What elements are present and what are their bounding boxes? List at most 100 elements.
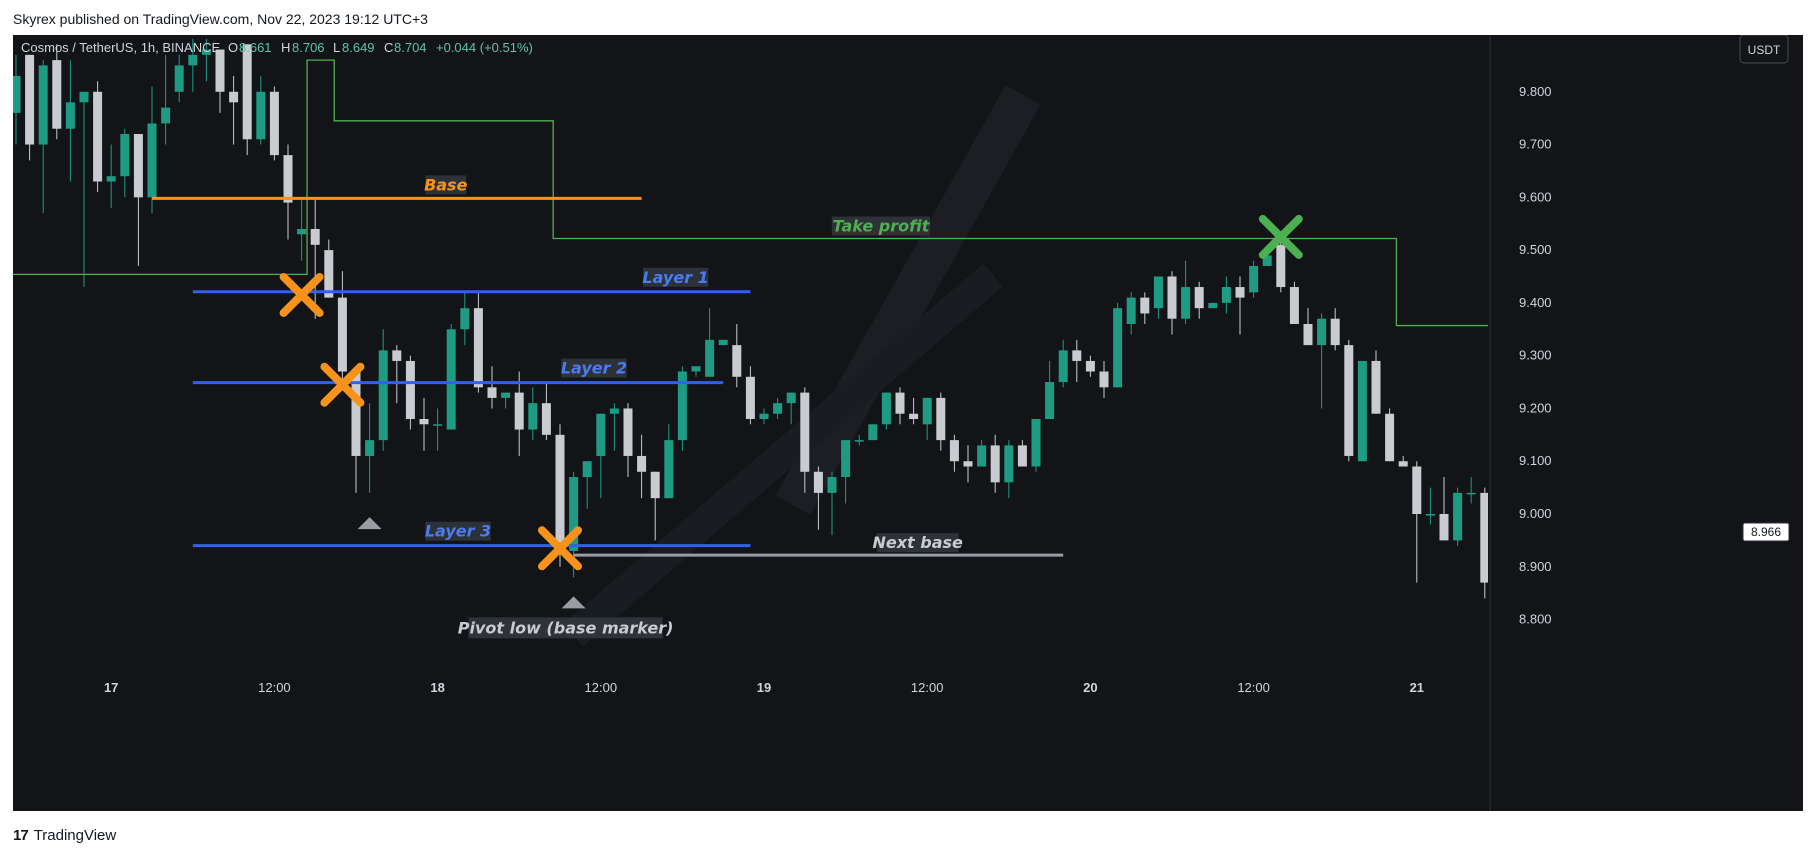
time-tick-label: 12:00 (585, 680, 618, 695)
candle-body (1113, 308, 1123, 388)
candle-body (1167, 276, 1177, 319)
pivot-low-label: Pivot low (base marker) (458, 618, 674, 637)
candle-body (1317, 318, 1327, 346)
legend-symbol: Cosmos / TetherUS, 1h, BINANCE (21, 40, 220, 55)
candle-body (1181, 287, 1191, 319)
candle-body (13, 75, 21, 113)
candle-body (1276, 244, 1286, 288)
candle-body (1099, 371, 1109, 388)
price-tick-label: 9.700 (1519, 137, 1552, 152)
candle-body (460, 308, 470, 330)
candle-body (1439, 514, 1449, 541)
price-tick-label: 8.800 (1519, 612, 1552, 627)
candle-body (324, 250, 334, 298)
footer: 17 TradingView (13, 824, 116, 846)
candle-body (854, 440, 864, 442)
watermark-stroke (563, 263, 1003, 647)
current-price-tag: 8.966 (1742, 522, 1790, 542)
pivot-low-marker-icon (561, 596, 586, 609)
time-axis[interactable]: 17 12:00 18 12:00 19 12:00 20 12:00 21 (13, 680, 1488, 700)
strategy-lines: Base Layer 1 Layer 2 Layer 3 Next base Take p… (13, 59, 1488, 557)
candle-body (1072, 350, 1082, 361)
candle-body (337, 297, 347, 372)
candles (13, 39, 1503, 599)
x-stroke (538, 526, 582, 571)
time-tick-label: 12:00 (911, 680, 944, 695)
candle-body (1385, 413, 1395, 462)
price-tick-label: 9.000 (1519, 506, 1552, 521)
legend-change: +0.044 (+0.51%) (436, 40, 533, 55)
candle-body (1235, 287, 1245, 298)
layer-label-bg (561, 358, 627, 378)
chart-frame[interactable]: Base Layer 1 Layer 2 Layer 3 Next base Take p… (13, 35, 1803, 811)
candle-body (596, 413, 606, 456)
tradingview-logo-icon: 17 (13, 826, 29, 844)
candle-body (1085, 360, 1095, 372)
take-profit-label: Take profit (833, 217, 931, 236)
candle-body (637, 455, 647, 472)
price-axis[interactable]: 9.800 9.700 9.600 9.500 9.400 9.300 9.200 9.100… (1489, 35, 1552, 811)
candle-body (433, 424, 443, 426)
candle-body (732, 345, 742, 377)
candle-body (677, 371, 687, 441)
candle-body (297, 229, 307, 235)
candle-body (1004, 445, 1014, 483)
take-profit-line (13, 59, 1488, 327)
candle-body (473, 308, 483, 388)
price-tick-label: 9.800 (1519, 84, 1552, 99)
candle-body (392, 350, 402, 361)
candle-body (405, 360, 415, 419)
currency-button-label: USDT (1748, 43, 1781, 57)
candle-body (868, 424, 878, 441)
candle-body (977, 445, 987, 467)
candle-body (106, 176, 116, 182)
price-tick-label: 9.300 (1519, 348, 1552, 363)
candle-body (1453, 492, 1463, 541)
candle-body (1045, 382, 1055, 419)
candle-body (188, 54, 198, 66)
candle-body (1330, 318, 1340, 346)
price-tick-label: 8.900 (1519, 559, 1552, 574)
candle-body (1221, 287, 1231, 303)
candle-body (827, 477, 837, 493)
candle-body (1371, 360, 1381, 414)
legend-l-label: L (333, 40, 340, 55)
time-tick-label: 17 (104, 680, 118, 695)
candle-body (705, 339, 715, 377)
candle-body (256, 91, 266, 140)
candle-body (147, 123, 157, 198)
candle-body (501, 392, 511, 398)
candle-body (664, 440, 674, 499)
candle-body (446, 329, 456, 430)
time-tick-label: 18 (430, 680, 444, 695)
time-tick-label: 12:00 (1237, 680, 1270, 695)
base-label: Base (424, 175, 468, 194)
candle-body (52, 60, 62, 129)
currency-button[interactable]: USDT (1739, 35, 1789, 64)
candle-body (745, 376, 755, 419)
candle-body (759, 413, 769, 419)
candle-body (487, 387, 497, 398)
candle-body (569, 477, 579, 551)
legend-ohlc: O 8.661 H 8.706 L 8.649 C 8.704 +0.044 (… (228, 40, 533, 55)
layer-label: Layer 2 (561, 359, 627, 378)
candle-body (1140, 297, 1150, 314)
candle-body (936, 397, 946, 441)
time-tick-label: 21 (1410, 680, 1424, 695)
candlestick-chart[interactable]: Base Layer 1 Layer 2 Layer 3 Next base Take p… (13, 35, 1803, 811)
candle-body (691, 366, 701, 372)
candle-body (963, 461, 973, 467)
candle-body (514, 392, 524, 430)
price-tick-label: 9.100 (1519, 453, 1552, 468)
candle-body (1303, 324, 1313, 346)
candle-body (1480, 492, 1488, 583)
candle-body (1357, 360, 1367, 462)
next-base-label: Next base (872, 533, 963, 552)
candle-body (541, 403, 551, 435)
candle-body (881, 392, 891, 425)
candle-body (1494, 535, 1503, 567)
candle-body (990, 445, 1000, 483)
take-profit-label-bg (831, 216, 931, 236)
candle-body (93, 91, 103, 182)
candle-body (310, 229, 320, 245)
